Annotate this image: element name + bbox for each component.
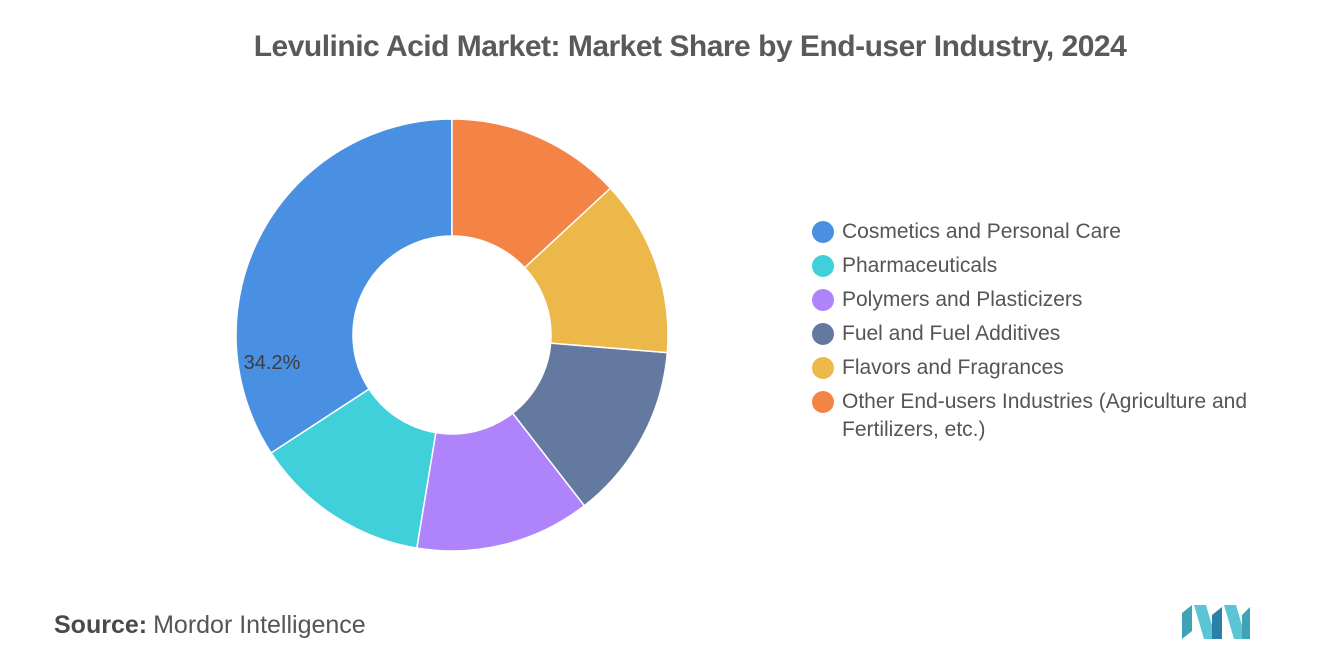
legend-label: Polymers and Plasticizers <box>842 288 1083 311</box>
legend-swatch <box>812 255 834 277</box>
legend-item-4: Flavors and Fragrances <box>812 354 1252 382</box>
mordor-logo-icon <box>1182 605 1250 639</box>
donut-slice-3 <box>511 342 669 507</box>
source-note: Source: Mordor Intelligence <box>54 611 366 640</box>
legend-label: Other End-users Industries (Agriculture … <box>842 390 1248 441</box>
legend-item-2: Polymers and Plasticizers <box>812 286 1252 314</box>
source-label: Source: <box>54 611 148 639</box>
legend-swatch <box>812 289 834 311</box>
legend-item-3: Fuel and Fuel Additives <box>812 320 1252 348</box>
chart-legend: Cosmetics and Personal Care Pharmaceutica… <box>812 218 1252 450</box>
legend-label: Flavors and Fragrances <box>842 356 1064 379</box>
legend-item-5: Other End-users Industries (Agriculture … <box>812 388 1252 444</box>
slice-label-0: 34.2% <box>244 352 301 374</box>
legend-swatch <box>812 323 834 345</box>
legend-label: Fuel and Fuel Additives <box>842 322 1061 345</box>
legend-label: Pharmaceuticals <box>842 254 998 277</box>
legend-item-1: Pharmaceuticals <box>812 252 1252 280</box>
chart-title: Levulinic Acid Market: Market Share by E… <box>253 30 1127 63</box>
legend-swatch <box>812 357 834 379</box>
donut-slice-4 <box>523 187 669 354</box>
legend-swatch <box>812 221 834 243</box>
legend-swatch <box>812 391 834 413</box>
donut-slice-5 <box>451 118 612 269</box>
legend-label: Cosmetics and Personal Care <box>842 220 1121 243</box>
legend-item-0: Cosmetics and Personal Care <box>812 218 1252 246</box>
source-value: Mordor Intelligence <box>153 611 366 639</box>
donut-slice-0 <box>235 118 453 455</box>
donut-slice-1 <box>270 388 437 549</box>
donut-slice-2 <box>416 412 586 552</box>
